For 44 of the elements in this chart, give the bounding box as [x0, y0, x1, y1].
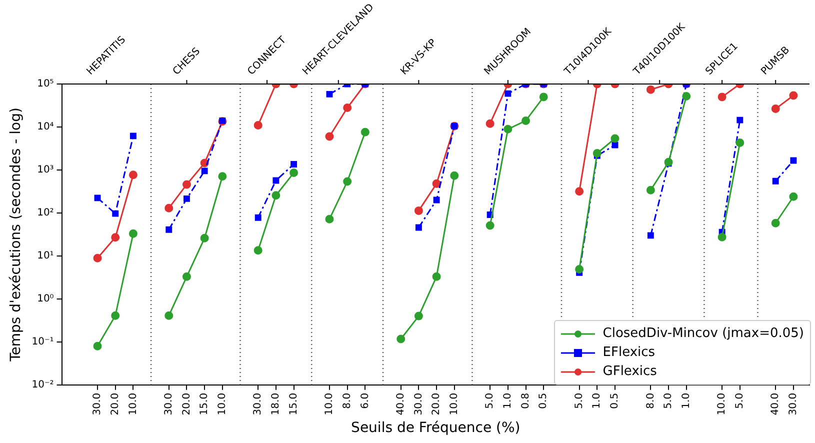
legend-label: EFlexics [602, 345, 656, 360]
x-tick-label: 8.0 [342, 392, 353, 409]
x-tick-label: 5.0 [734, 392, 746, 409]
x-tick-label: 20.0 [181, 392, 192, 416]
x-tick-label: 15.0 [288, 392, 300, 416]
x-tick-label: 20.0 [431, 392, 442, 416]
y-tick-label: 10⁵ [37, 78, 54, 90]
y-tick-label: 10⁴ [37, 122, 54, 133]
x-tick-label: 15.0 [199, 392, 210, 416]
x-tick-label: 6.0 [360, 392, 371, 409]
x-tick-label: 0.5 [610, 392, 621, 409]
y-tick-label: 10¹ [37, 250, 54, 262]
x-tick-label: 30.0 [252, 392, 264, 416]
x-tick-label: 8.0 [645, 392, 656, 409]
x-tick-label: 18.0 [270, 392, 282, 416]
legend-label: ClosedDiv-Mincov (jmax=0.05) [602, 326, 804, 341]
x-tick-label: 1.0 [592, 392, 603, 409]
x-tick-label: 1.0 [680, 392, 692, 409]
x-tick-label: 30.0 [788, 392, 800, 416]
x-tick-label: 10.0 [128, 392, 139, 416]
x-tick-label: 5.0 [574, 392, 585, 409]
y-tick-label: 10² [37, 208, 54, 219]
y-tick-label: 10⁰ [37, 294, 54, 305]
x-tick-label: 10.0 [716, 392, 728, 416]
x-tick-label: 20.0 [110, 392, 121, 416]
x-tick-label: 40.0 [395, 392, 406, 416]
x-tick-label: 1.0 [502, 392, 514, 409]
y-tick-label: 10⁻¹ [32, 336, 54, 348]
x-tick-label: 40.0 [770, 392, 782, 416]
x-tick-label: 0.5 [538, 392, 550, 409]
x-axis-title: Seuils de Fréquence (%) [351, 420, 520, 436]
x-tick-label: 5.0 [663, 392, 674, 409]
x-tick-label: 30.0 [163, 392, 174, 416]
x-tick-label: 10.0 [448, 392, 460, 416]
x-tick-label: 10.0 [324, 392, 336, 416]
x-tick-label: 30.0 [92, 392, 104, 416]
y-tick-label: 10⁻² [32, 380, 54, 391]
x-tick-label: 5.0 [484, 392, 496, 409]
x-tick-label: 10.0 [217, 392, 228, 416]
y-tick-label: 10³ [37, 164, 54, 176]
x-tick-label: 30.0 [413, 392, 424, 416]
legend-label: GFlexics [602, 364, 657, 379]
y-axis-title: Temps d'exécutions (secondes - log) [8, 108, 24, 362]
x-tick-label: 0.8 [520, 392, 532, 409]
